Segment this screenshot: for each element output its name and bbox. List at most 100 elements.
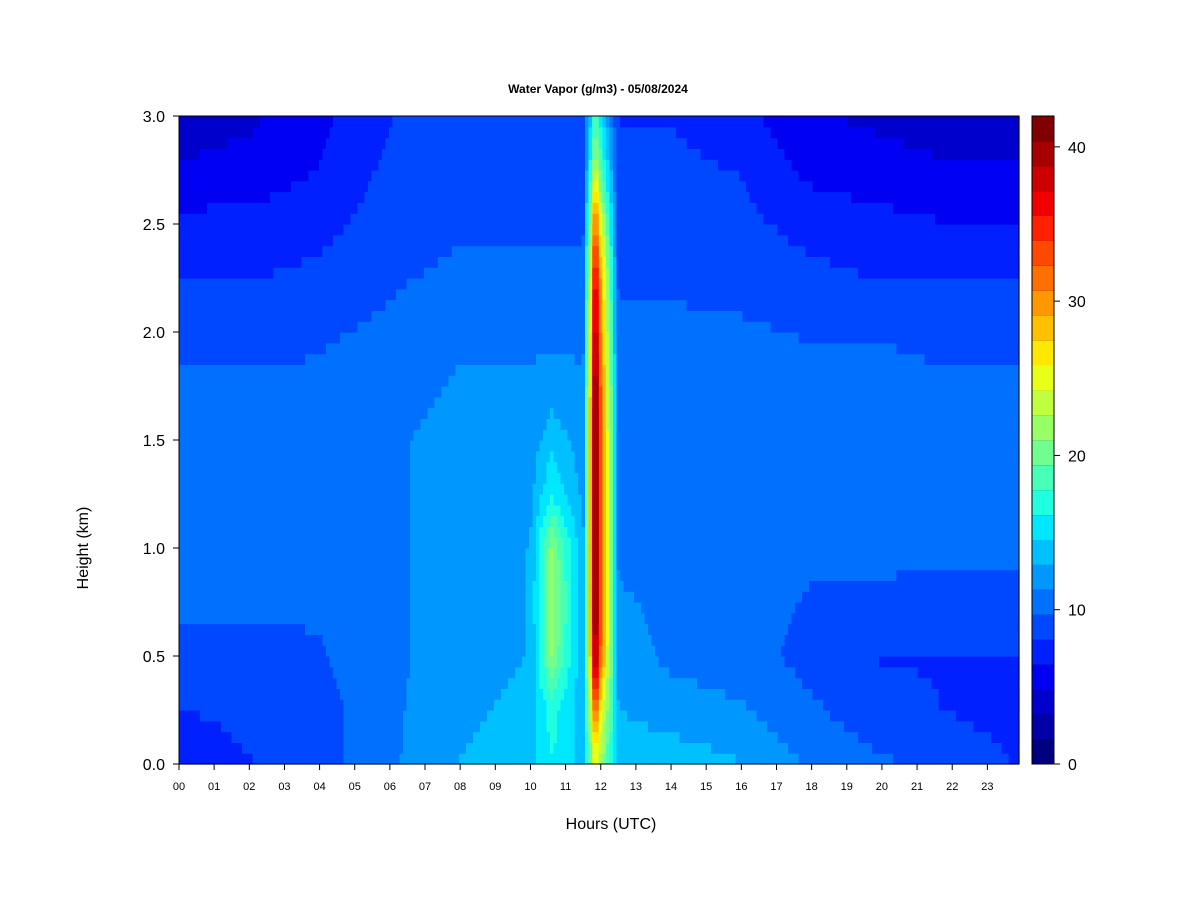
- heatmap-cell: [361, 418, 366, 430]
- heatmap-cell: [179, 116, 184, 128]
- heatmap-cell: [301, 472, 306, 484]
- heatmap-cell: [441, 537, 446, 549]
- heatmap-cell: [364, 159, 369, 171]
- heatmap-cell: [277, 699, 282, 711]
- heatmap-cell: [350, 386, 355, 398]
- heatmap-cell: [305, 332, 310, 344]
- heatmap-cell: [245, 580, 250, 592]
- heatmap-cell: [294, 126, 299, 139]
- heatmap-cell: [403, 666, 408, 679]
- heatmap-cell: [459, 450, 464, 463]
- heatmap-cell: [392, 656, 397, 668]
- heatmap-cell: [361, 548, 366, 560]
- heatmap-cell: [350, 645, 355, 657]
- heatmap-cell: [347, 202, 352, 214]
- heatmap-cell: [417, 688, 422, 700]
- heatmap-cell: [424, 569, 429, 581]
- heatmap-cell: [364, 623, 369, 635]
- heatmap-cell: [179, 494, 184, 506]
- heatmap-cell: [434, 580, 439, 592]
- heatmap-cell: [466, 688, 471, 700]
- heatmap-cell: [305, 202, 310, 214]
- heatmap-cell: [368, 720, 373, 733]
- heatmap-cell: [301, 429, 306, 441]
- heatmap-cell: [371, 580, 376, 592]
- heatmap-cell: [413, 515, 418, 527]
- heatmap-cell: [452, 461, 457, 473]
- heatmap-cell: [256, 440, 261, 452]
- heatmap-cell: [329, 353, 334, 365]
- heatmap-cell: [214, 483, 219, 495]
- heatmap-cell: [378, 645, 383, 657]
- heatmap-cell: [389, 278, 394, 290]
- heatmap-cell: [406, 634, 411, 646]
- heatmap-cell: [452, 224, 457, 236]
- heatmap-cell: [193, 375, 198, 387]
- heatmap-cell: [378, 159, 383, 171]
- heatmap-cell: [263, 245, 268, 257]
- heatmap-cell: [413, 461, 418, 473]
- heatmap-cell: [406, 332, 411, 344]
- heatmap-cell: [371, 731, 376, 743]
- heatmap-cell: [200, 483, 205, 495]
- heatmap-cell: [179, 602, 184, 614]
- heatmap-cell: [466, 396, 471, 409]
- heatmap-cell: [214, 191, 219, 203]
- heatmap-cell: [438, 224, 443, 236]
- heatmap-cell: [382, 137, 387, 149]
- heatmap-cell: [417, 126, 422, 139]
- heatmap-cell: [319, 364, 324, 376]
- heatmap-cell: [266, 526, 271, 538]
- heatmap-cell: [371, 137, 376, 149]
- heatmap-cell: [308, 688, 313, 700]
- heatmap-cell: [448, 256, 453, 268]
- heatmap-cell: [354, 612, 359, 625]
- heatmap-cell: [284, 580, 289, 592]
- heatmap-cell: [361, 666, 366, 679]
- heatmap-cell: [228, 278, 233, 290]
- heatmap-cell: [228, 353, 233, 365]
- heatmap-cell: [336, 170, 341, 182]
- heatmap-cell: [434, 742, 439, 754]
- heatmap-cell: [312, 191, 317, 203]
- heatmap-cell: [354, 580, 359, 592]
- heatmap-cell: [326, 116, 331, 128]
- heatmap-cell: [417, 137, 422, 149]
- heatmap-cell: [294, 299, 299, 311]
- heatmap-cell: [340, 180, 345, 193]
- heatmap-cell: [252, 440, 257, 452]
- heatmap-cell: [445, 461, 450, 473]
- heatmap-cell: [193, 364, 198, 376]
- heatmap-cell: [361, 483, 366, 495]
- heatmap-cell: [392, 342, 397, 355]
- heatmap-cell: [277, 720, 282, 733]
- heatmap-cell: [256, 234, 261, 247]
- heatmap-cell: [193, 407, 198, 419]
- heatmap-cell: [329, 386, 334, 398]
- heatmap-cell: [256, 710, 261, 722]
- heatmap-cell: [298, 159, 303, 171]
- heatmap-cell: [364, 310, 369, 322]
- heatmap-cell: [301, 461, 306, 473]
- heatmap-cell: [417, 731, 422, 743]
- heatmap-cell: [347, 591, 352, 603]
- heatmap-cell: [410, 666, 415, 679]
- heatmap-cell: [322, 256, 327, 268]
- heatmap-cell: [420, 321, 425, 333]
- heatmap-cell: [413, 386, 418, 398]
- heatmap-cell: [434, 450, 439, 463]
- heatmap-cell: [368, 548, 373, 560]
- heatmap-cell: [207, 364, 212, 376]
- heatmap-cell: [326, 483, 331, 495]
- heatmap-cell: [406, 116, 411, 128]
- heatmap-cell: [308, 753, 313, 765]
- heatmap-cell: [277, 612, 282, 625]
- heatmap-cell: [203, 386, 208, 398]
- heatmap-cell: [427, 396, 432, 409]
- heatmap-cell: [238, 602, 243, 614]
- heatmap-cell: [210, 666, 215, 679]
- heatmap-cell: [329, 116, 334, 128]
- heatmap-cell: [263, 159, 268, 171]
- heatmap-cell: [340, 688, 345, 700]
- heatmap-cell: [333, 580, 338, 592]
